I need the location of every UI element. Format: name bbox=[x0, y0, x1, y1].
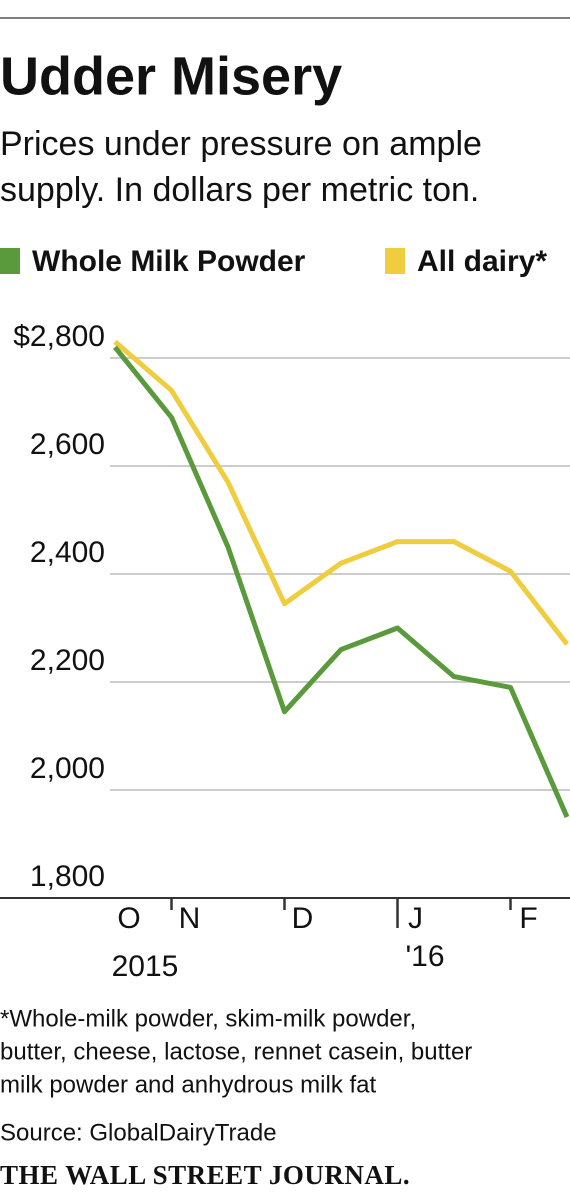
chart-title: Udder Misery bbox=[0, 46, 342, 106]
legend-swatch bbox=[0, 248, 20, 274]
publisher-logo: THE WALL STREET JOURNAL. bbox=[0, 1160, 410, 1190]
subtitle: supply. In dollars per metric ton. bbox=[0, 171, 479, 209]
y-tick-label: 2,200 bbox=[30, 644, 105, 677]
x-tick-label: J bbox=[408, 902, 423, 935]
data-line bbox=[113, 345, 570, 818]
data-line bbox=[113, 339, 569, 646]
footnote: milk powder and anhydrous milk fat bbox=[0, 1071, 377, 1098]
year-label: 2015 bbox=[112, 950, 179, 983]
y-tick-label: $2,800 bbox=[13, 320, 105, 353]
y-tick-label: 2,000 bbox=[30, 752, 105, 785]
legend-label: All dairy* bbox=[417, 245, 547, 278]
legend-swatch bbox=[385, 248, 405, 274]
y-tick-label: 2,400 bbox=[30, 536, 105, 569]
footnote: butter, cheese, lactose, rennet casein, … bbox=[0, 1038, 472, 1065]
x-tick-label: F bbox=[519, 902, 537, 935]
year-label: '16 bbox=[405, 940, 444, 973]
y-tick-label: 2,600 bbox=[30, 428, 105, 461]
x-tick-label: D bbox=[292, 902, 314, 935]
legend-label: Whole Milk Powder bbox=[32, 245, 306, 278]
x-tick-label: N bbox=[179, 902, 201, 935]
footnote: *Whole-milk powder, skim-milk powder, bbox=[0, 1005, 416, 1032]
y-tick-label: 1,800 bbox=[30, 860, 105, 893]
x-tick-label: O bbox=[117, 902, 140, 935]
source: Source: GlobalDairyTrade bbox=[0, 1119, 277, 1146]
subtitle: Prices under pressure on ample bbox=[0, 125, 482, 163]
